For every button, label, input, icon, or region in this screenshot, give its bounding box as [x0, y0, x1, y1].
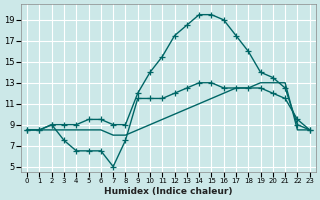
X-axis label: Humidex (Indice chaleur): Humidex (Indice chaleur) [104, 187, 233, 196]
